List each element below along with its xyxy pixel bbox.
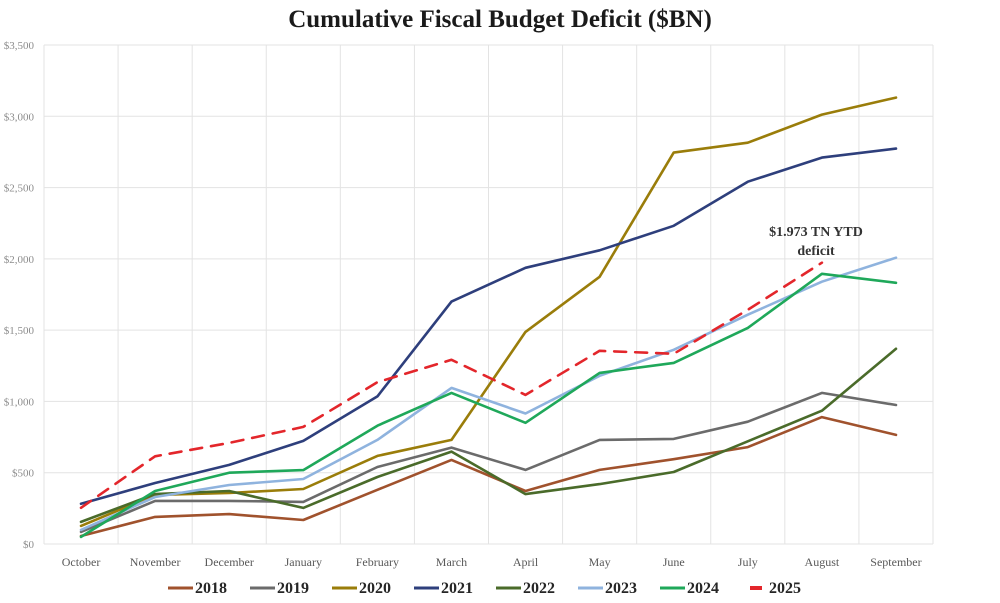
x-tick-label: November bbox=[130, 555, 181, 569]
x-axis-tick-labels: October November December January February Ma… bbox=[62, 555, 922, 569]
y-axis-tick-labels: $0 $500 $1,000 $1,500 $2,000 $2,500 $3,000 $3,5… bbox=[4, 40, 35, 551]
y-tick-label: $500 bbox=[12, 468, 35, 480]
legend-label: 2020 bbox=[359, 580, 391, 597]
legend-item-2019: 2019 bbox=[250, 580, 309, 597]
legend-label: 2025 bbox=[769, 580, 801, 597]
x-tick-label: September bbox=[870, 555, 921, 569]
y-tick-label: $3,500 bbox=[4, 40, 35, 52]
legend-item-2021: 2021 bbox=[414, 580, 473, 597]
legend: 2018 2019 2020 2021 2022 2023 2024 2025 bbox=[168, 580, 801, 597]
y-tick-label: $0 bbox=[23, 539, 35, 551]
series-line-2018 bbox=[79, 415, 898, 538]
legend-item-2018: 2018 bbox=[168, 580, 227, 597]
series-line-2020 bbox=[79, 96, 898, 528]
legend-label: 2022 bbox=[523, 580, 555, 597]
x-tick-label: October bbox=[62, 555, 101, 569]
series-line-2025 bbox=[79, 261, 824, 510]
legend-item-2020: 2020 bbox=[332, 580, 391, 597]
series-line-2024 bbox=[79, 272, 898, 539]
series-line-2023 bbox=[79, 256, 898, 532]
legend-item-2025: 2025 bbox=[750, 580, 801, 597]
legend-label: 2018 bbox=[195, 580, 227, 597]
x-tick-label: April bbox=[513, 555, 539, 569]
legend-label: 2019 bbox=[277, 580, 309, 597]
series-lines bbox=[79, 96, 898, 539]
legend-label: 2024 bbox=[687, 580, 719, 597]
legend-item-2022: 2022 bbox=[496, 580, 555, 597]
x-tick-label: March bbox=[436, 555, 467, 569]
legend-item-2023: 2023 bbox=[578, 580, 637, 597]
y-tick-label: $1,500 bbox=[4, 325, 35, 337]
y-tick-label: $1,000 bbox=[4, 396, 35, 408]
x-tick-label: August bbox=[805, 555, 840, 569]
annotation-group: $1.973 TN YTD deficit bbox=[769, 225, 863, 259]
legend-label: 2023 bbox=[605, 580, 637, 597]
series-line-2021 bbox=[79, 147, 898, 506]
chart-title: Cumulative Fiscal Budget Deficit ($BN) bbox=[288, 6, 712, 33]
annotation-ytd-line2: deficit bbox=[797, 244, 835, 259]
x-tick-label: May bbox=[589, 555, 611, 569]
x-tick-label: December bbox=[205, 555, 254, 569]
series-line-2022 bbox=[79, 347, 898, 524]
x-tick-label: June bbox=[663, 555, 685, 569]
y-tick-label: $3,000 bbox=[4, 111, 35, 123]
series-line-2019 bbox=[79, 391, 898, 534]
annotation-ytd-line1: $1.973 TN YTD bbox=[769, 225, 863, 240]
y-tick-label: $2,000 bbox=[4, 254, 35, 266]
gridlines bbox=[43, 44, 934, 545]
x-tick-label: July bbox=[738, 555, 758, 569]
legend-item-2024: 2024 bbox=[660, 580, 719, 597]
x-tick-label: February bbox=[356, 555, 399, 569]
x-tick-label: January bbox=[285, 555, 322, 569]
y-tick-label: $2,500 bbox=[4, 183, 35, 195]
legend-label: 2021 bbox=[441, 580, 473, 597]
